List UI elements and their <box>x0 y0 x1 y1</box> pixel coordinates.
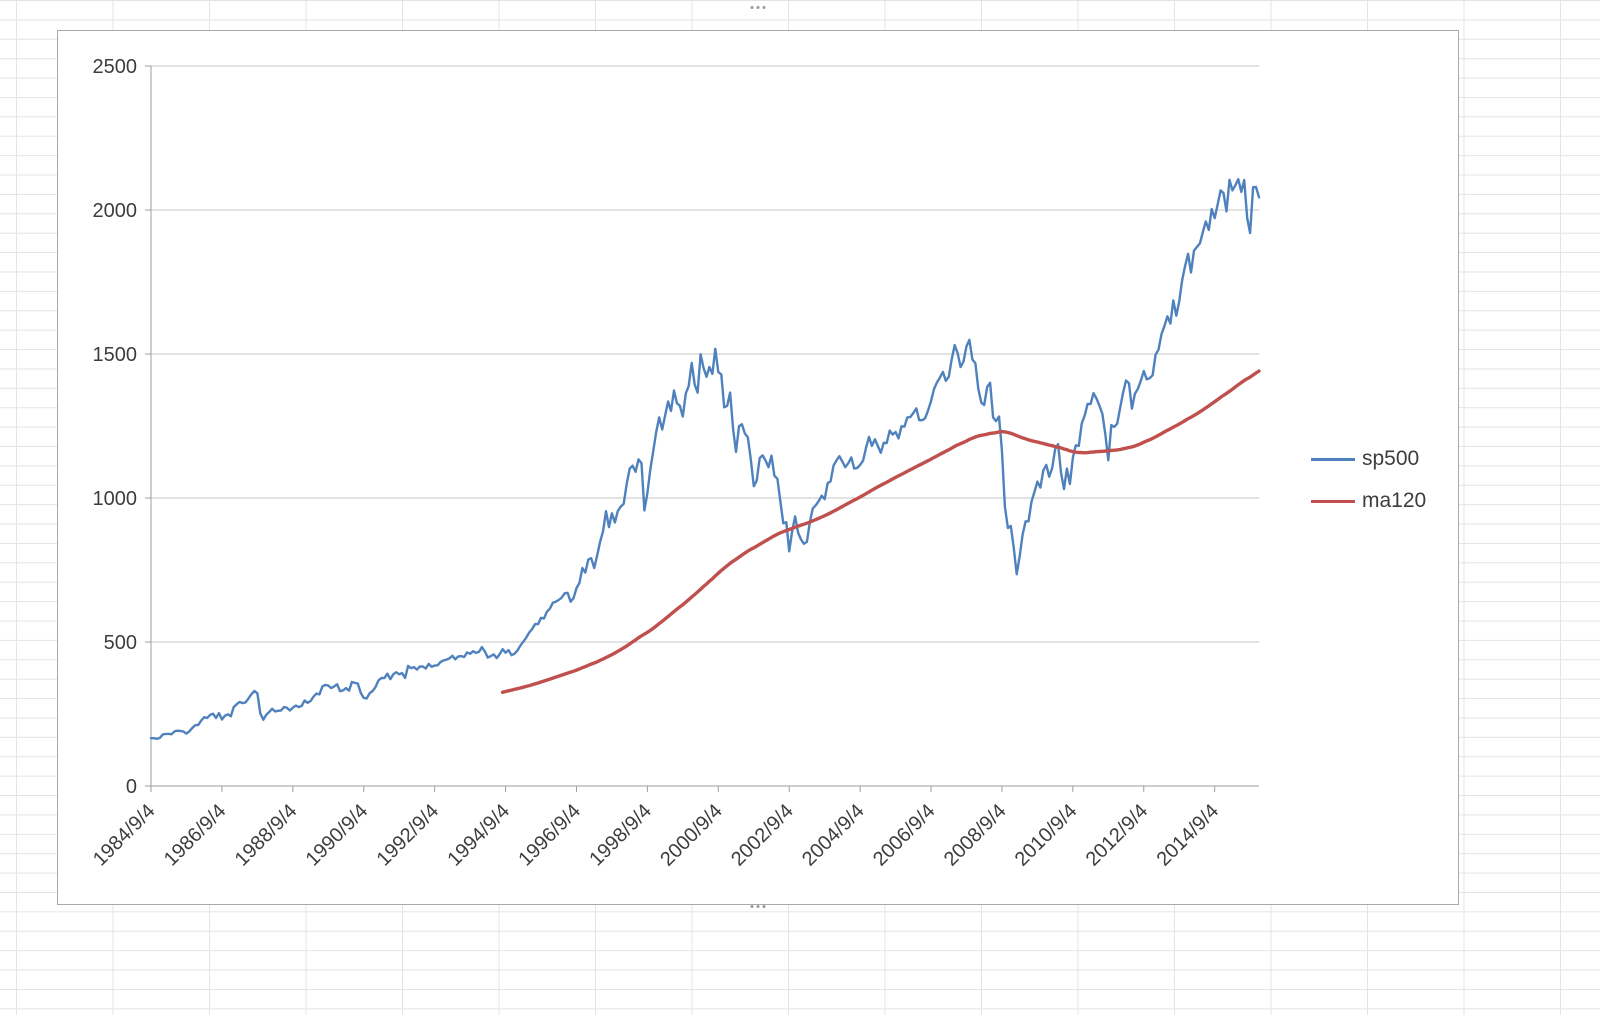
legend-item-sp500[interactable]: sp500 <box>1311 438 1426 480</box>
x-axis-tick-label[interactable]: 2010/9/4 <box>1011 800 1082 871</box>
y-axis-tick-label[interactable]: 1500 <box>93 344 138 366</box>
x-axis-tick-label[interactable]: 1996/9/4 <box>514 800 585 871</box>
y-axis-tick-label[interactable]: 1000 <box>93 488 138 510</box>
x-axis-tick-label[interactable]: 1990/9/4 <box>302 800 373 871</box>
y-axis-tick-label[interactable]: 2000 <box>93 200 138 222</box>
y-axis-tick-label[interactable]: 500 <box>104 632 137 654</box>
x-axis-tick-label[interactable]: 2014/9/4 <box>1153 800 1224 871</box>
x-axis-tick-label[interactable]: 2000/9/4 <box>656 800 727 871</box>
x-axis-tick-label[interactable]: 1986/9/4 <box>160 800 231 871</box>
x-axis-tick-label[interactable]: 2004/9/4 <box>798 800 869 871</box>
legend-item-ma120[interactable]: ma120 <box>1311 480 1426 522</box>
chart-object[interactable]: 0 500 1000 1500 2000 2500 1984/9/4 1986/9/4 1988… <box>57 6 1459 908</box>
x-axis-tick-label[interactable]: 1992/9/4 <box>373 800 444 871</box>
sp500-series-line[interactable] <box>149 177 1261 740</box>
ma120-series-line[interactable] <box>500 369 1261 694</box>
legend-label-sp500: sp500 <box>1362 447 1420 470</box>
chart-legend[interactable]: sp500 ma120 <box>1311 438 1426 522</box>
x-axis-tick-label[interactable]: 2008/9/4 <box>940 800 1011 871</box>
x-axis-tick-label[interactable]: 2012/9/4 <box>1082 800 1153 871</box>
x-axis-tick-label[interactable]: 1988/9/4 <box>231 800 302 871</box>
chart-resize-handle-top[interactable] <box>750 6 766 9</box>
x-axis-tick-label[interactable]: 1998/9/4 <box>585 800 656 871</box>
x-axis-tick-label[interactable]: 2006/9/4 <box>869 800 940 871</box>
y-axis-tick-label[interactable]: 0 <box>126 776 137 798</box>
legend-line-swatch-ma120 <box>1311 499 1355 503</box>
legend-label-ma120: ma120 <box>1362 489 1427 512</box>
x-axis-tick-label[interactable]: 1984/9/4 <box>89 800 160 871</box>
chart-svg[interactable]: 0 500 1000 1500 2000 2500 1984/9/4 1986/9/4 1988… <box>58 31 1458 904</box>
x-axis-tick-label[interactable]: 1994/9/4 <box>443 800 514 871</box>
chart-resize-handle-bottom[interactable] <box>750 905 766 908</box>
y-axis-tick-label[interactable]: 2500 <box>93 56 138 78</box>
x-axis-tick-label[interactable]: 2002/9/4 <box>727 800 798 871</box>
legend-line-swatch-sp500 <box>1311 457 1355 461</box>
